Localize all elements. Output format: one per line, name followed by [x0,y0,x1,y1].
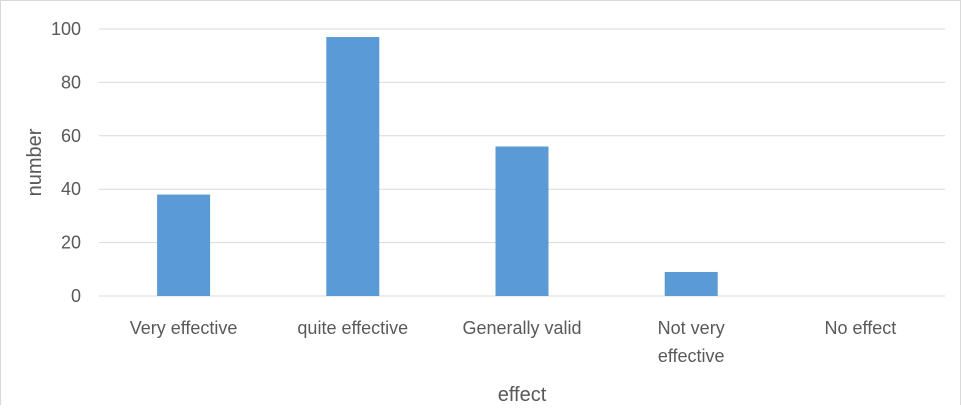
x-tick-label: Very effective [130,318,238,338]
y-tick-label: 100 [51,19,81,39]
x-tick-label-line: effective [658,346,725,366]
x-tick-label: Generally valid [462,318,581,338]
y-tick-label: 20 [61,233,81,253]
x-tick-label-line: Generally valid [462,318,581,338]
x-axis-title: effect [498,384,547,406]
y-tick-labels: 0 20 40 60 80 100 [51,19,81,306]
x-tick-label-line: Not very [658,318,725,338]
y-tick-label: 40 [61,179,81,199]
y-tick-label: 60 [61,126,81,146]
x-tick-label-line: Very effective [130,318,238,338]
x-tick-label: No effect [825,318,897,338]
x-tick-labels: Very effective quite effective Generally v… [130,318,897,366]
bars [157,37,718,296]
y-tick-label: 80 [61,72,81,92]
x-tick-label: Not very effective [658,318,725,366]
bar [495,146,549,296]
bar [664,271,718,296]
y-axis-title: number [24,128,46,196]
x-tick-label-line: quite effective [297,318,408,338]
y-tick-label: 0 [71,286,81,306]
bar [157,194,211,296]
bar [326,37,380,296]
x-tick-label-line: No effect [825,318,897,338]
x-tick-label: quite effective [297,318,408,338]
